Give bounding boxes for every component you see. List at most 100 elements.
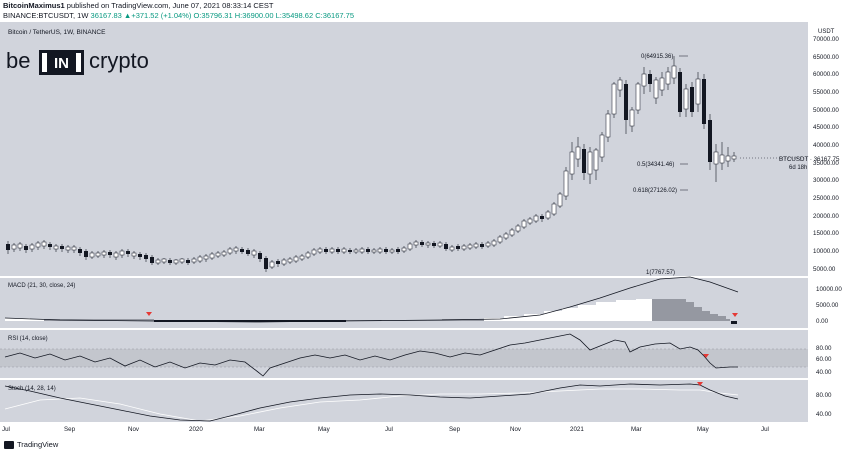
candle-bull (425, 242, 431, 246)
price-axis[interactable]: 70000.00 65000.00 60000.00 55000.00 5000… (813, 36, 839, 273)
macd-hist-bull (30, 319, 44, 321)
candle-bear (678, 72, 682, 112)
candle-bear (432, 243, 436, 246)
macd-hist-bull (544, 311, 562, 321)
logo-text-crypto: crypto (89, 48, 149, 73)
candle-bull (119, 250, 125, 256)
tradingview-brand-text: TradingView (17, 440, 59, 449)
macd-hist-bear (718, 316, 726, 321)
candle-bull (641, 73, 647, 87)
candle-bear (582, 149, 586, 173)
candle-bull (233, 247, 239, 252)
candle-bull (65, 246, 71, 251)
candle-bull (35, 242, 41, 248)
time-tick: May (697, 426, 710, 433)
candle-bear (324, 249, 328, 252)
candle-bear (138, 254, 142, 257)
candle-bull (281, 259, 287, 265)
time-tick: 2021 (570, 426, 584, 433)
candle-bull (593, 149, 599, 171)
macd-tick: 0.00 (816, 318, 829, 325)
macd-hist-bear (686, 302, 694, 321)
price-tick: 65000.00 (813, 54, 839, 61)
candle-bull (131, 252, 137, 257)
candle-bull (557, 193, 563, 207)
candle-bear (396, 249, 400, 252)
candle-bull (53, 245, 59, 250)
macd-hist-bear (652, 299, 686, 321)
fib-retracement[interactable]: 0(64915.36) 0.5(34341.46) 0.618(27126.02… (633, 54, 688, 194)
candle-bull (173, 259, 179, 264)
candles[interactable] (6, 56, 737, 272)
candle-bull (515, 225, 521, 232)
logo-text-in: IN (54, 55, 69, 72)
candle-bear (420, 242, 424, 245)
stoch-d-line (4, 388, 739, 422)
candle-bear (168, 260, 172, 263)
candle-bull (611, 83, 617, 115)
logo-box-core (47, 50, 76, 75)
candle-bull (437, 242, 443, 247)
price-tick: 45000.00 (813, 124, 839, 131)
macd-hist-bear (731, 321, 737, 324)
rsi-band (0, 349, 808, 367)
candle-bull (659, 77, 665, 91)
candle-bear (24, 246, 28, 250)
candle-bull (497, 236, 503, 243)
candle-bull (197, 256, 203, 262)
macd-signal-arrow (732, 313, 738, 317)
macd-hist-bull (616, 300, 636, 321)
candle-bull (89, 252, 95, 258)
candle-bear (708, 120, 712, 162)
candle-bull (563, 170, 569, 197)
author-name[interactable]: BitcoinMaximus1 (3, 1, 65, 10)
macd-tick: 5000.00 (816, 302, 839, 309)
candle-bull (353, 249, 359, 253)
tradingview-brand[interactable]: TradingView (4, 440, 58, 449)
candle-bear (78, 249, 82, 253)
candle-bull (491, 240, 497, 246)
time-tick: May (318, 426, 331, 433)
candle-bear (348, 250, 352, 252)
symbol-interval[interactable]: BINANCE:BTCUSDT, 1W (3, 11, 89, 20)
candle-bear (624, 84, 628, 120)
candle-bull (155, 259, 161, 264)
candle-bear (540, 216, 544, 219)
price-tick: 60000.00 (813, 71, 839, 78)
macd-hist-bear (44, 319, 154, 321)
candle-bull (95, 252, 101, 257)
candle-bull (599, 134, 605, 158)
candle-bull (299, 255, 305, 260)
candle-bull (731, 155, 737, 160)
candle-bull (713, 151, 719, 165)
time-axis[interactable]: Jul Sep Nov 2020 Mar May Jul Sep Nov 202… (2, 426, 769, 433)
time-tick: Jul (761, 426, 769, 433)
macd-tick: 10000.00 (816, 286, 842, 293)
macd-histogram (5, 299, 737, 324)
price-chart[interactable]: Bitcoin / TetherUS, 1W, BINANCE USDT be … (0, 22, 850, 440)
candle-bull (653, 79, 659, 99)
fib-level-0618: 0.618(27126.02) (633, 188, 677, 194)
candle-bull (11, 244, 17, 250)
candle-bear (276, 261, 280, 264)
candle-bear (108, 252, 112, 255)
candle-bull (533, 215, 539, 222)
candle-bull (371, 249, 377, 253)
candle-bull (509, 229, 515, 236)
macd-hist-bull (578, 305, 596, 321)
candle-bull (251, 250, 257, 256)
candle-bull (389, 249, 395, 253)
candle-bull (305, 252, 311, 258)
macd-hist-bull (524, 314, 544, 321)
countdown-label: 6d 18h (789, 165, 807, 171)
candle-bear (186, 260, 190, 263)
rsi-axis: 80.00 60.00 40.00 (816, 345, 832, 376)
last-price-label: BTCUSDT · 36167.75 (779, 156, 840, 163)
rsi-tick: 60.00 (816, 356, 832, 363)
macd-hist-bear (726, 319, 730, 321)
stoch-tick: 40.00 (816, 411, 832, 418)
macd-hist-bull (562, 308, 578, 321)
candle-bull (209, 253, 215, 259)
stoch-label: Stoch (14, 28, 14) (8, 386, 56, 392)
candle-bull (293, 256, 299, 262)
